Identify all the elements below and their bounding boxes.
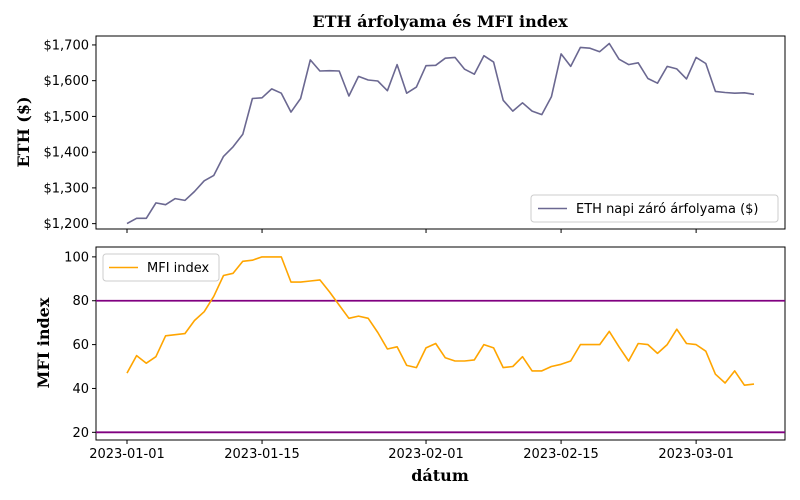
top-y-tick-label: $1,300 (44, 181, 90, 196)
top-y-tick-label: $1,700 (44, 38, 90, 53)
top-y-tick-label: $1,500 (44, 110, 90, 125)
x-tick-label: 2023-02-15 (523, 447, 599, 462)
x-axis-label: dátum (411, 466, 469, 485)
x-tick-label: 2023-02-01 (388, 447, 464, 462)
top-legend-label: ETH napi záró árfolyama ($) (576, 202, 759, 217)
x-tick-label: 2023-03-01 (658, 447, 734, 462)
eth-price-panel: $1,200 $1,300 $1,400 $1,500 $1,600 $1,700 ETH … (44, 35, 786, 233)
top-y-tick-label: $1,200 (44, 217, 90, 232)
bottom-y-tick-label: 60 (72, 338, 89, 353)
bottom-legend-label: MFI index (147, 261, 210, 276)
bottom-y-axis-label: MFI index (34, 297, 53, 388)
x-tick-label: 2023-01-15 (224, 447, 300, 462)
top-y-axis-label: ETH ($) (14, 96, 33, 167)
bottom-legend-box (102, 253, 220, 282)
mfi-index-panel: 20 40 60 80 100 2023-01-01 2023-01-15 2023-02-0… (64, 246, 786, 462)
bottom-axes-frame (95, 246, 786, 441)
top-legend-box (530, 194, 779, 223)
bottom-y-tick-label: 100 (64, 250, 89, 265)
top-y-tick-label: $1,400 (44, 146, 90, 161)
bottom-y-tick-label: 80 (72, 294, 89, 309)
chart-title: ETH árfolyama és MFI index (312, 12, 568, 31)
top-y-tick-label: $1,600 (44, 74, 90, 89)
bottom-y-tick-label: 40 (72, 382, 89, 397)
bottom-series-line (126, 256, 755, 387)
x-tick-label: 2023-01-01 (89, 447, 165, 462)
bottom-y-tick-label: 20 (72, 426, 89, 441)
top-axes-frame (95, 35, 786, 230)
top-series-line (126, 42, 755, 225)
